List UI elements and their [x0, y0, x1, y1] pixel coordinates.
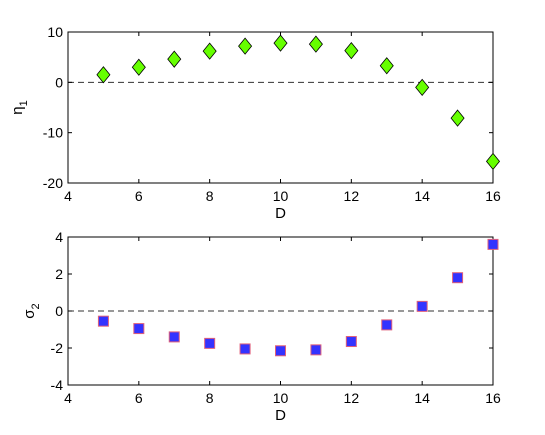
panel-1-data-point — [273, 34, 288, 52]
panel-2-xtick-label: 6 — [135, 390, 143, 406]
panel-2-data-point — [310, 344, 322, 356]
panel-2-data-point — [168, 331, 180, 343]
panel-2-xtick-label: 8 — [206, 390, 214, 406]
panel-2-data-point — [97, 315, 109, 327]
panel-2-data-point — [416, 300, 428, 312]
panel-2-ytick-label: 2 — [55, 266, 63, 282]
panel-1-xtick-label: 4 — [64, 188, 72, 204]
panel-2-xtick-label: 10 — [273, 390, 289, 406]
panel-1-xtick-label: 14 — [414, 188, 430, 204]
panel-2-ytick-label: -2 — [51, 340, 64, 356]
panel-1-xtick-label: 12 — [344, 188, 360, 204]
panel-2-data-point — [381, 319, 393, 331]
panel-1-data-point — [308, 35, 323, 53]
panel-2-xtick-label: 4 — [64, 390, 72, 406]
panel-2-data-point — [345, 336, 357, 348]
panel-2-x-axis-label: D — [275, 407, 286, 424]
panel-1-xtick-label: 8 — [206, 188, 214, 204]
panel-1-data-point — [485, 152, 501, 170]
panel-1-xtick-label: 10 — [273, 188, 289, 204]
panel-2-xtick-label: 12 — [344, 390, 360, 406]
panel-2-xtick-label: 14 — [414, 390, 430, 406]
panel-2-data-point — [452, 272, 464, 284]
panel-2-data-point — [204, 337, 216, 349]
panel-2-data-point — [133, 323, 145, 335]
panel-2-y-axis-symbol: σ — [21, 309, 38, 319]
panel-1-data-point — [202, 42, 217, 60]
panel-1-data-point — [344, 41, 359, 60]
panel-2-data-point — [239, 343, 251, 355]
panel-2-y-axis-label: σ2 — [21, 303, 42, 318]
panel-1-x-axis-label: D — [275, 205, 286, 222]
panel-2-ytick-label: -4 — [51, 377, 64, 393]
panel-1-xtick-label: 6 — [135, 188, 143, 204]
panel-2-data-point — [487, 238, 499, 250]
panel-1-data-point — [379, 57, 394, 75]
panel-1-data-point — [238, 37, 253, 55]
panel-1-ytick-label: -20 — [43, 175, 63, 191]
panel-1-axes-box — [67, 31, 494, 184]
panel-2-xtick-label: 16 — [485, 390, 501, 406]
panel-1-data-point — [415, 78, 430, 97]
panel-1-ytick-label: -10 — [43, 125, 63, 141]
panel-1-ytick-label: 10 — [47, 24, 63, 40]
panel-1-ytick-label: 0 — [55, 74, 63, 90]
panel-1-data-point — [450, 109, 465, 127]
panel-2-data-point — [275, 345, 286, 357]
panel-1-data-point — [167, 50, 182, 68]
panel-1-data-point — [96, 66, 111, 84]
panel-1-xtick-label: 16 — [485, 188, 501, 204]
panel-1-y-axis-subscript: 1 — [18, 100, 30, 106]
panel-2-ytick-label: 4 — [55, 229, 63, 245]
panel-1-y-axis-label: η1 — [9, 100, 30, 114]
panel-2-y-axis-subscript: 2 — [30, 303, 42, 309]
panel-1-y-axis-symbol: η — [9, 106, 26, 114]
panel-2-ytick-label: 0 — [55, 303, 63, 319]
panel-1-data-point — [131, 58, 146, 76]
